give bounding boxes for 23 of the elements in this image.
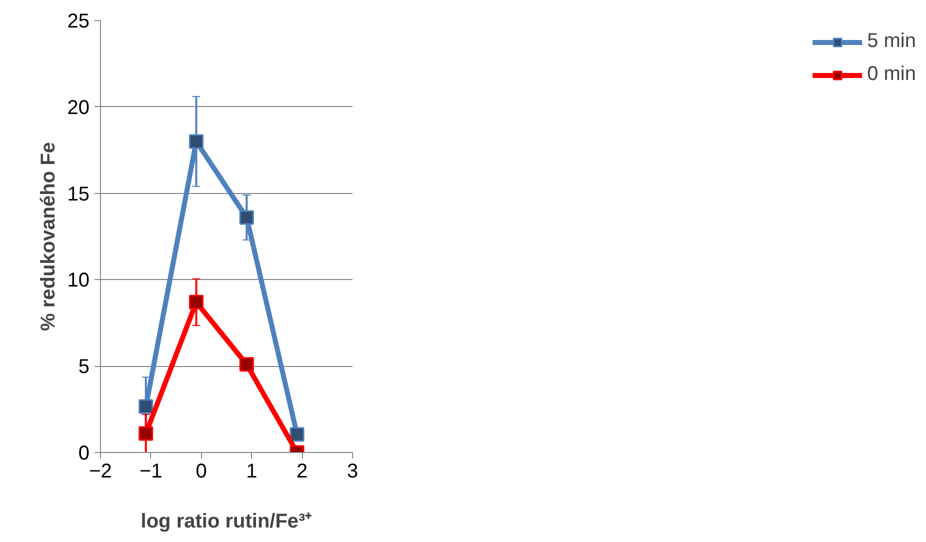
point xyxy=(239,357,254,372)
point xyxy=(189,134,204,149)
y-axis-title: % redukovaného Fe xyxy=(37,142,60,331)
legend-label: 0 min xyxy=(867,63,916,86)
y-tick-label: 0 xyxy=(78,442,90,464)
y-tick-label: 10 xyxy=(67,270,90,292)
x-tick-label: −1 xyxy=(140,460,162,482)
legend-label: 5 min xyxy=(867,30,916,53)
point xyxy=(138,399,154,414)
x-tick-label: 3 xyxy=(346,460,358,482)
x-tick-label: −2 xyxy=(89,460,112,482)
y-tick-label: 5 xyxy=(78,356,90,378)
y-tick-label: 25 xyxy=(67,10,90,32)
x-tick-label: 1 xyxy=(246,460,258,482)
point xyxy=(138,426,154,441)
x-tick-label: 0 xyxy=(196,460,207,482)
point xyxy=(189,294,204,310)
point xyxy=(290,427,304,442)
y-tick-label: 20 xyxy=(67,96,90,119)
x-axis-title: log ratio rutin/Fe³⁺ xyxy=(140,510,312,532)
y-tick-label: 15 xyxy=(67,183,90,206)
point xyxy=(239,210,254,225)
x-tick-label: 2 xyxy=(296,460,308,482)
